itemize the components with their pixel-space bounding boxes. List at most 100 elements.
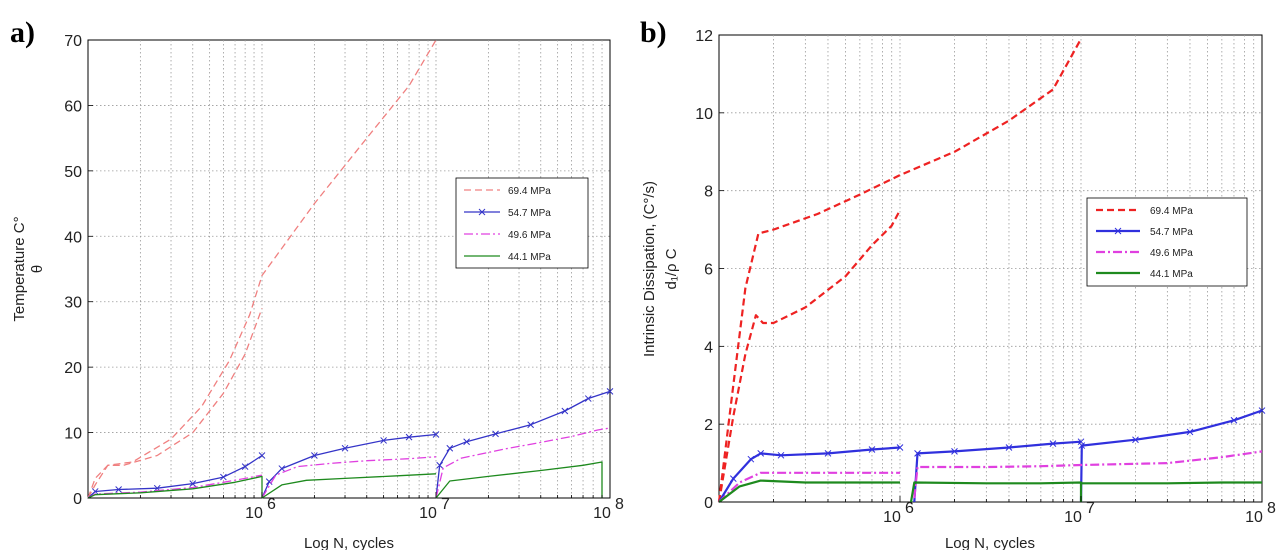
panel-b-series-marker <box>824 450 832 457</box>
panel-a-series-line <box>87 308 263 499</box>
panel-b-ytick-label: 10 <box>695 106 713 123</box>
panel-a-series-line <box>261 473 437 499</box>
panel-b-series-marker <box>868 446 876 453</box>
panel-a-series-line <box>87 475 263 499</box>
panel-b-ylabel: Intrinsic Dissipation, (C°/s) <box>641 181 658 357</box>
panel-a-series-marker <box>380 437 387 444</box>
panel-a-legend-label: 54.7 MPa <box>508 208 551 219</box>
panel-a-series-marker <box>561 407 569 415</box>
panel-b-series-marker <box>1049 440 1057 447</box>
panel-b-legend: 69.4 MPa 54.7 MPa 49.6 MPa 44.1 MPa <box>1086 197 1248 287</box>
panel-a-ytick-label: 50 <box>64 164 82 181</box>
panel-b-series-marker <box>777 451 785 459</box>
panel-b-label: b) <box>640 16 667 49</box>
panel-a-series-marker <box>492 430 499 438</box>
panel-b-ytick-label: 6 <box>704 262 713 279</box>
panel-b-series-marker <box>896 444 904 451</box>
panel-b-series-line <box>718 479 900 503</box>
panel-a-plot-area <box>87 39 611 499</box>
panel-a-legend-marker <box>478 208 486 216</box>
panel-a-series-marker <box>584 395 592 402</box>
panel-b-series-line <box>913 440 1082 503</box>
panel-b-xtick-label: 10 <box>1245 509 1263 526</box>
panel-a-series-marker <box>115 486 122 493</box>
panel-b-ytick-label: 12 <box>695 28 713 45</box>
panel-b-series-marker <box>951 448 958 455</box>
panel-a-series-marker <box>311 452 318 459</box>
panel-b-legend-label: 49.6 MPa <box>1150 248 1193 259</box>
panel-a-series-marker <box>527 421 535 429</box>
panel-b-xtick-exponent: 7 <box>1086 500 1095 517</box>
panel-a-ytick-label: 70 <box>64 33 82 50</box>
panel-b-ytick-label: 0 <box>704 495 713 512</box>
panel-b-legend-marker <box>1114 227 1122 235</box>
panel-a-xtick-label: 10 <box>245 505 263 522</box>
panel-a-series-marker <box>258 452 266 459</box>
panel-b-series-line <box>718 471 900 503</box>
panel-a-xtick-exponent: 8 <box>615 496 624 513</box>
panel-a-series-marker <box>278 465 286 472</box>
panel-a-label: a) <box>10 16 35 49</box>
panel-a-series-marker <box>436 461 444 469</box>
panel-b-legend-label: 54.7 MPa <box>1150 227 1193 238</box>
panel-a-xtick-exponent: 6 <box>267 496 276 513</box>
panel-b-ytick-label: 2 <box>704 417 713 434</box>
panel-a-ytick-label: 0 <box>73 491 82 508</box>
panel-a-legend: 69.4 MPa 54.7 MPa 49.6 MPa 44.1 MPa <box>455 177 589 269</box>
panel-b-series-marker <box>1230 416 1238 424</box>
panel-b-series-marker <box>1078 442 1086 449</box>
panel-b-xtick-exponent: 6 <box>905 500 914 517</box>
panel-b-series-marker <box>747 455 755 463</box>
panel-a-grid <box>88 40 610 498</box>
panel-a-ytick-label: 20 <box>64 360 82 377</box>
panel-a-series-line <box>435 461 603 499</box>
panel-b-series-line <box>1081 481 1262 485</box>
panel-a-legend-label: 44.1 MPa <box>508 252 551 263</box>
panel-a-xtick-label: 10 <box>419 505 437 522</box>
panel-b-ytick-label: 8 <box>704 184 713 201</box>
panel-a-ylabel-symbol: θ <box>29 265 46 273</box>
panel-a-series-marker <box>341 444 349 452</box>
panel-a-legend-label: 49.6 MPa <box>508 230 551 241</box>
panel-b-series-line <box>909 481 1083 503</box>
panel-a-xlabel: Log N, cycles <box>304 535 394 550</box>
panel-a-series <box>87 39 614 499</box>
panel-a-ytick-label: 30 <box>64 295 82 312</box>
panel-b-ylabel-symbol: d₁/ρ C <box>663 248 680 289</box>
panel-a-ylabel: Temperature C° <box>11 216 28 321</box>
panel-a-legend-box <box>455 177 589 269</box>
panel-b-series-line <box>718 446 901 503</box>
panel-a-series-marker <box>463 438 470 446</box>
panel-a-series-marker <box>606 387 614 395</box>
panel-b-xtick-exponent: 8 <box>1267 500 1276 517</box>
panel-b-legend-box <box>1086 197 1248 287</box>
panel-b-series-marker <box>729 475 737 483</box>
panel-b-legend-label: 69.4 MPa <box>1150 206 1193 217</box>
panel-a-series-line <box>261 456 437 499</box>
panel-a-series-line <box>87 454 263 499</box>
panel-b-series-line <box>1079 409 1263 503</box>
panel-a-xtick-exponent: 7 <box>441 496 450 513</box>
panel-b-series-marker <box>1132 436 1139 444</box>
panel-a-ytick-label: 60 <box>64 98 82 115</box>
panel-a-ytick-label: 10 <box>64 426 82 443</box>
panel-a-series-marker <box>91 488 99 495</box>
panel-a-xtick-label: 10 <box>593 505 611 522</box>
panel-b-series-line <box>717 38 1082 503</box>
panel-b-series-line <box>913 450 1263 499</box>
panel-b-legend-label: 44.1 MPa <box>1150 269 1193 280</box>
panel-b-series-marker <box>1258 407 1266 414</box>
panel-b-xlabel: Log N, cycles <box>945 535 1035 550</box>
panel-b-series <box>717 38 1266 503</box>
panel-b-ytick-label: 4 <box>704 339 713 356</box>
panel-a-series-marker <box>220 473 227 481</box>
panel-a-series-marker <box>446 444 454 452</box>
panel-a-series-marker <box>405 433 413 441</box>
panel-a-series-line <box>87 39 437 499</box>
panel-b-xtick-label: 10 <box>1064 509 1082 526</box>
panel-b-series-marker <box>914 450 921 457</box>
